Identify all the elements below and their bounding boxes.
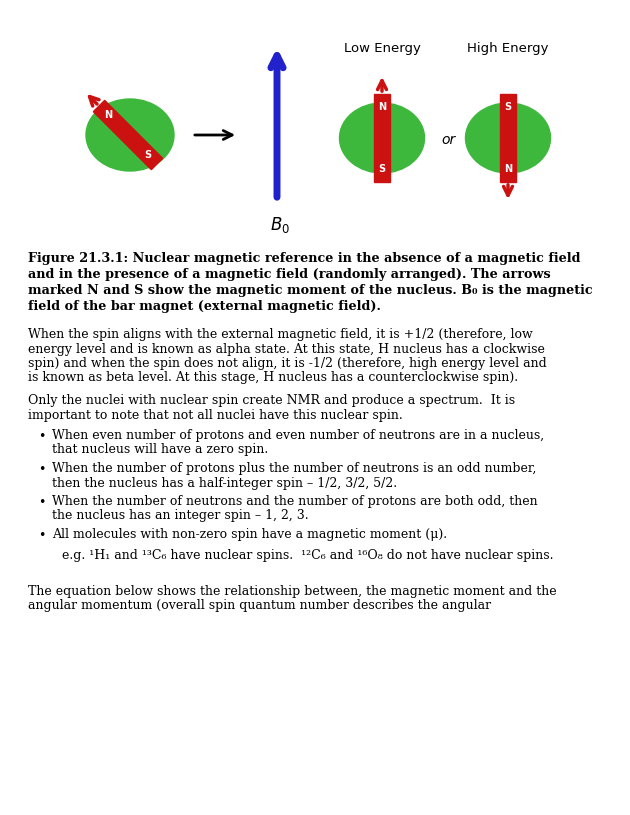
Ellipse shape xyxy=(340,103,425,173)
Text: •: • xyxy=(38,463,45,476)
Text: $B_0$: $B_0$ xyxy=(270,215,290,235)
Text: or: or xyxy=(441,133,455,147)
Text: S: S xyxy=(505,102,512,112)
Text: When even number of protons and even number of neutrons are in a nucleus,: When even number of protons and even num… xyxy=(52,429,544,442)
Text: Figure 21.3.1: Nuclear magnetic reference in the absence of a magnetic field: Figure 21.3.1: Nuclear magnetic referenc… xyxy=(28,252,580,265)
Text: field of the bar magnet (external magnetic field).: field of the bar magnet (external magnet… xyxy=(28,300,381,313)
Ellipse shape xyxy=(86,99,174,171)
Text: When the number of protons plus the number of neutrons is an odd number,: When the number of protons plus the numb… xyxy=(52,462,536,475)
Text: important to note that not all nuclei have this nuclear spin.: important to note that not all nuclei ha… xyxy=(28,408,403,421)
Text: High Energy: High Energy xyxy=(467,42,549,55)
Text: Only the nuclei with nuclear spin create NMR and produce a spectrum.  It is: Only the nuclei with nuclear spin create… xyxy=(28,394,515,407)
Text: The equation below shows the relationship between, the magnetic moment and the: The equation below shows the relationshi… xyxy=(28,585,557,598)
Text: the nucleus has an integer spin – 1, 2, 3.: the nucleus has an integer spin – 1, 2, … xyxy=(52,509,309,522)
Text: that nucleus will have a zero spin.: that nucleus will have a zero spin. xyxy=(52,443,268,456)
Text: Low Energy: Low Energy xyxy=(343,42,420,55)
Text: S: S xyxy=(144,150,151,160)
Text: spin) and when the spin does not align, it is -1/2 (therefore, high energy level: spin) and when the spin does not align, … xyxy=(28,357,547,370)
Bar xyxy=(500,94,516,182)
Text: All molecules with non-zero spin have a magnetic moment (μ).: All molecules with non-zero spin have a … xyxy=(52,528,447,541)
Text: is known as beta level. At this stage, H nucleus has a counterclockwise spin).: is known as beta level. At this stage, H… xyxy=(28,372,518,385)
Text: and in the presence of a magnetic field (randomly arranged). The arrows: and in the presence of a magnetic field … xyxy=(28,268,551,281)
Text: e.g. ¹H₁ and ¹³C₆ have nuclear spins.  ¹²C₆ and ¹⁶O₈ do not have nuclear spins.: e.g. ¹H₁ and ¹³C₆ have nuclear spins. ¹²… xyxy=(62,548,554,562)
Text: energy level and is known as alpha state. At this state, H nucleus has a clockwi: energy level and is known as alpha state… xyxy=(28,342,545,355)
Polygon shape xyxy=(93,100,163,170)
Text: marked N and S show the magnetic moment of the nucleus. B₀ is the magnetic: marked N and S show the magnetic moment … xyxy=(28,284,593,297)
Text: N: N xyxy=(378,102,386,112)
Text: N: N xyxy=(104,110,112,120)
Ellipse shape xyxy=(466,103,551,173)
Text: angular momentum (overall spin quantum number describes the angular: angular momentum (overall spin quantum n… xyxy=(28,600,491,613)
Bar xyxy=(374,94,390,182)
Text: then the nucleus has a half-integer spin – 1/2, 3/2, 5/2.: then the nucleus has a half-integer spin… xyxy=(52,477,397,490)
Text: •: • xyxy=(38,430,45,443)
Text: When the spin aligns with the external magnetic field, it is +1/2 (therefore, lo: When the spin aligns with the external m… xyxy=(28,328,533,341)
Text: N: N xyxy=(504,164,512,174)
Text: S: S xyxy=(379,164,386,174)
Text: When the number of neutrons and the number of protons are both odd, then: When the number of neutrons and the numb… xyxy=(52,495,537,508)
Text: •: • xyxy=(38,496,45,509)
Text: •: • xyxy=(38,529,45,542)
